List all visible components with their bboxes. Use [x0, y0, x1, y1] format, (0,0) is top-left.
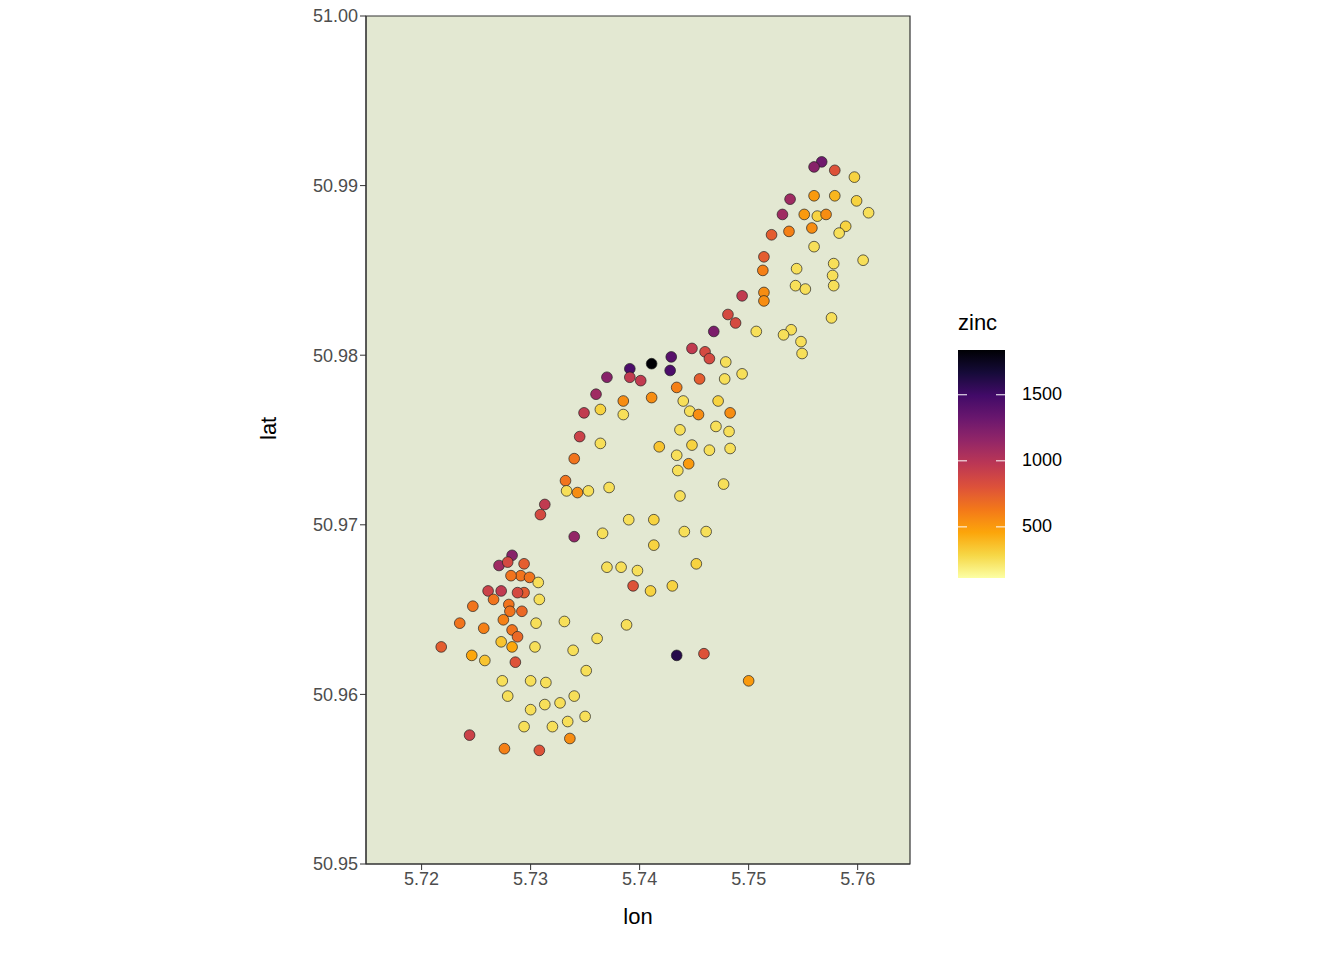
- svg-text:50.96: 50.96: [313, 685, 358, 705]
- svg-text:50.99: 50.99: [313, 176, 358, 196]
- svg-text:50.97: 50.97: [313, 515, 358, 535]
- svg-text:50.98: 50.98: [313, 346, 358, 366]
- svg-text:5.75: 5.75: [731, 869, 766, 889]
- svg-text:lon: lon: [623, 904, 652, 929]
- svg-text:5.76: 5.76: [840, 869, 875, 889]
- svg-text:50.95: 50.95: [313, 854, 358, 874]
- svg-text:500: 500: [1022, 516, 1052, 536]
- svg-text:51.00: 51.00: [313, 6, 358, 26]
- svg-text:5.72: 5.72: [404, 869, 439, 889]
- svg-text:1000: 1000: [1022, 450, 1062, 470]
- svg-text:zinc: zinc: [958, 310, 997, 335]
- svg-text:5.74: 5.74: [622, 869, 657, 889]
- svg-text:5.73: 5.73: [513, 869, 548, 889]
- svg-text:lat: lat: [256, 417, 281, 440]
- svg-text:1500: 1500: [1022, 384, 1062, 404]
